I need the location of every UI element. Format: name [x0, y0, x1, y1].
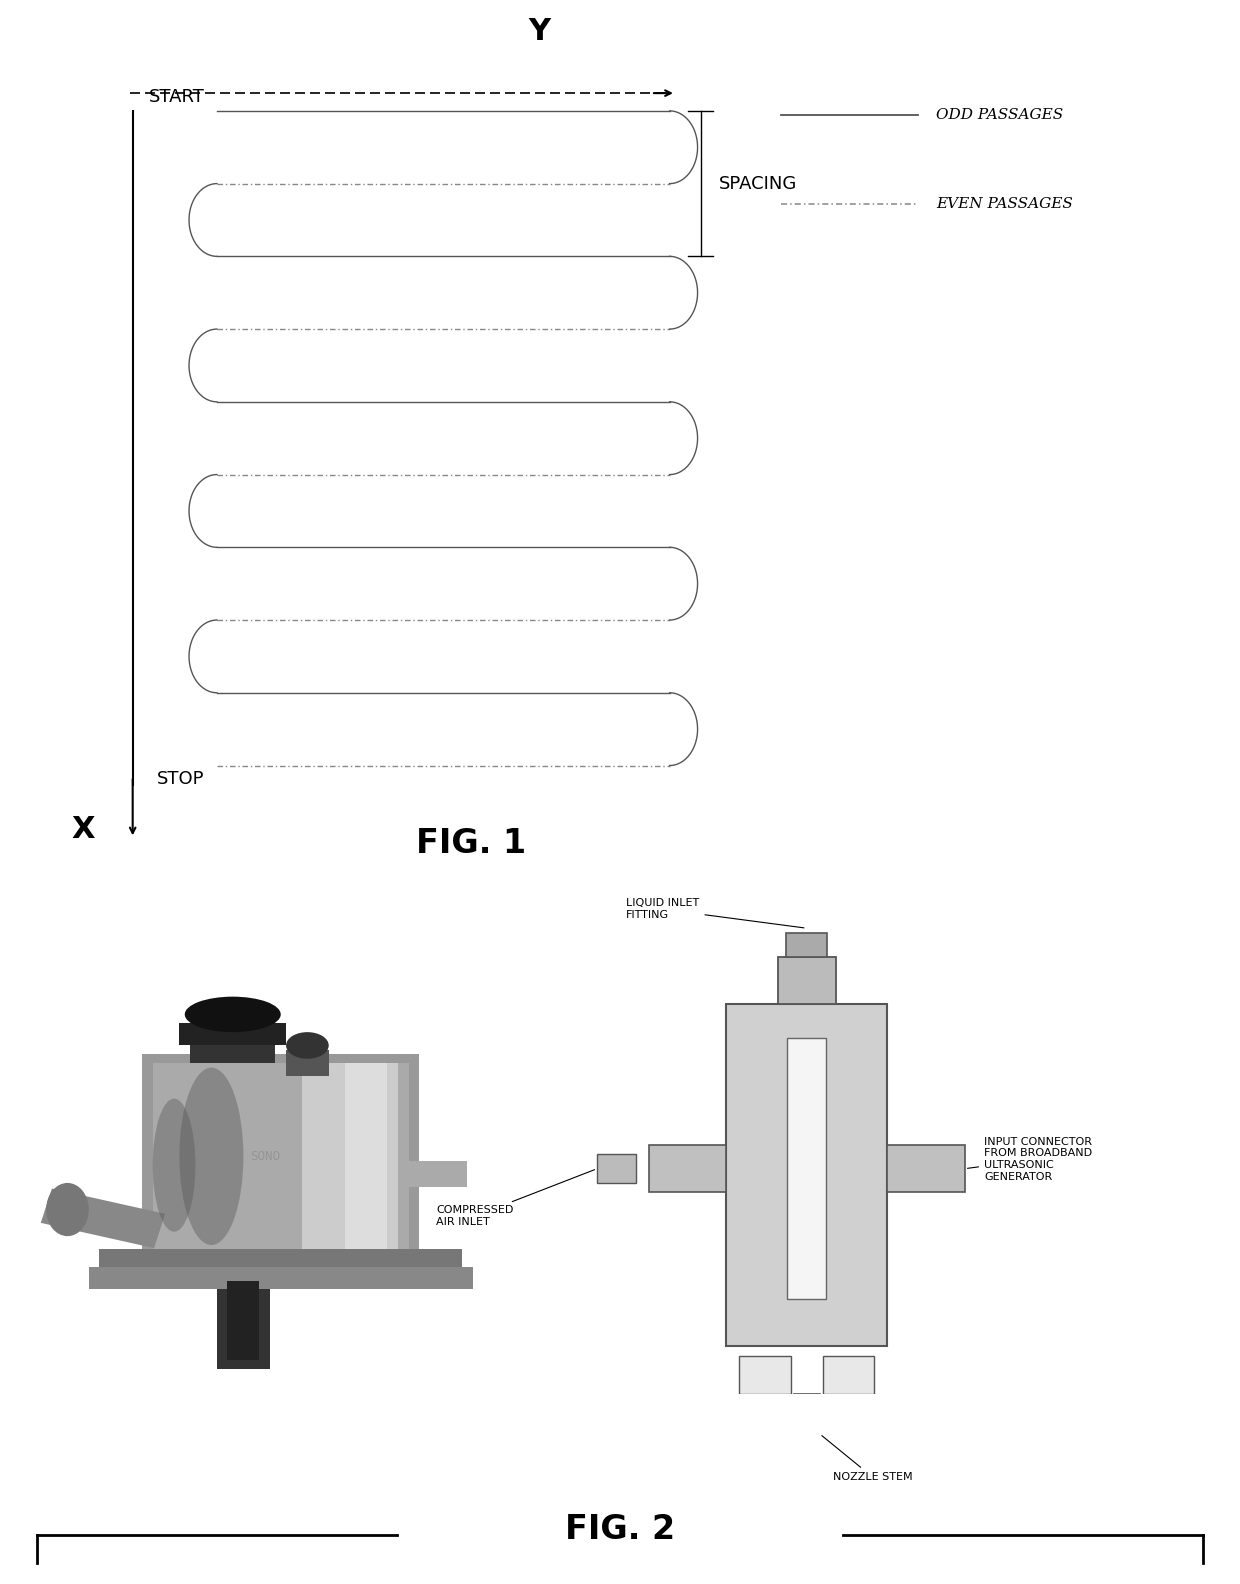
Bar — [403, 1161, 467, 1188]
Text: STOP: STOP — [157, 770, 205, 787]
Bar — [888, 1145, 965, 1193]
Text: ODD PASSAGES: ODD PASSAGES — [936, 108, 1064, 122]
Text: NOZZLE STEM: NOZZLE STEM — [822, 1435, 913, 1483]
Text: Y: Y — [528, 16, 551, 46]
Bar — [777, 957, 836, 1004]
Bar — [227, 1280, 259, 1361]
Ellipse shape — [153, 1099, 196, 1232]
Bar — [190, 1033, 275, 1063]
Text: FIG. 1: FIG. 1 — [417, 827, 526, 860]
Ellipse shape — [180, 1068, 243, 1245]
Bar — [794, 1394, 820, 1451]
Text: SONO: SONO — [249, 1150, 280, 1163]
Bar — [217, 1280, 270, 1369]
Text: INPUT CONNECTOR
FROM BROADBAND
ULTRASONIC
GENERATOR: INPUT CONNECTOR FROM BROADBAND ULTRASONI… — [967, 1137, 1092, 1182]
Bar — [345, 1063, 387, 1258]
Text: SPACING: SPACING — [719, 174, 797, 193]
Bar — [303, 1063, 398, 1258]
Bar — [598, 1155, 636, 1183]
Ellipse shape — [286, 1033, 329, 1058]
Text: FIG. 2: FIG. 2 — [565, 1513, 675, 1546]
Bar — [786, 933, 827, 957]
Bar — [89, 1267, 472, 1289]
Bar — [727, 1004, 888, 1346]
Text: EVEN PASSAGES: EVEN PASSAGES — [936, 196, 1073, 211]
Bar — [180, 1023, 286, 1045]
Bar — [787, 1038, 826, 1299]
Bar — [823, 1356, 874, 1394]
Text: LIQUID INLET
FITTING: LIQUID INLET FITTING — [626, 898, 804, 928]
Bar — [739, 1356, 791, 1394]
Bar — [649, 1145, 727, 1193]
Bar — [99, 1250, 463, 1280]
Bar — [143, 1055, 419, 1267]
Bar — [153, 1063, 409, 1258]
Text: START: START — [149, 89, 205, 106]
Bar — [41, 1188, 165, 1248]
Ellipse shape — [46, 1183, 89, 1236]
Text: COMPRESSED
AIR INLET: COMPRESSED AIR INLET — [436, 1169, 595, 1228]
Text: X: X — [72, 814, 94, 844]
Ellipse shape — [185, 996, 280, 1033]
Bar — [286, 1050, 329, 1077]
